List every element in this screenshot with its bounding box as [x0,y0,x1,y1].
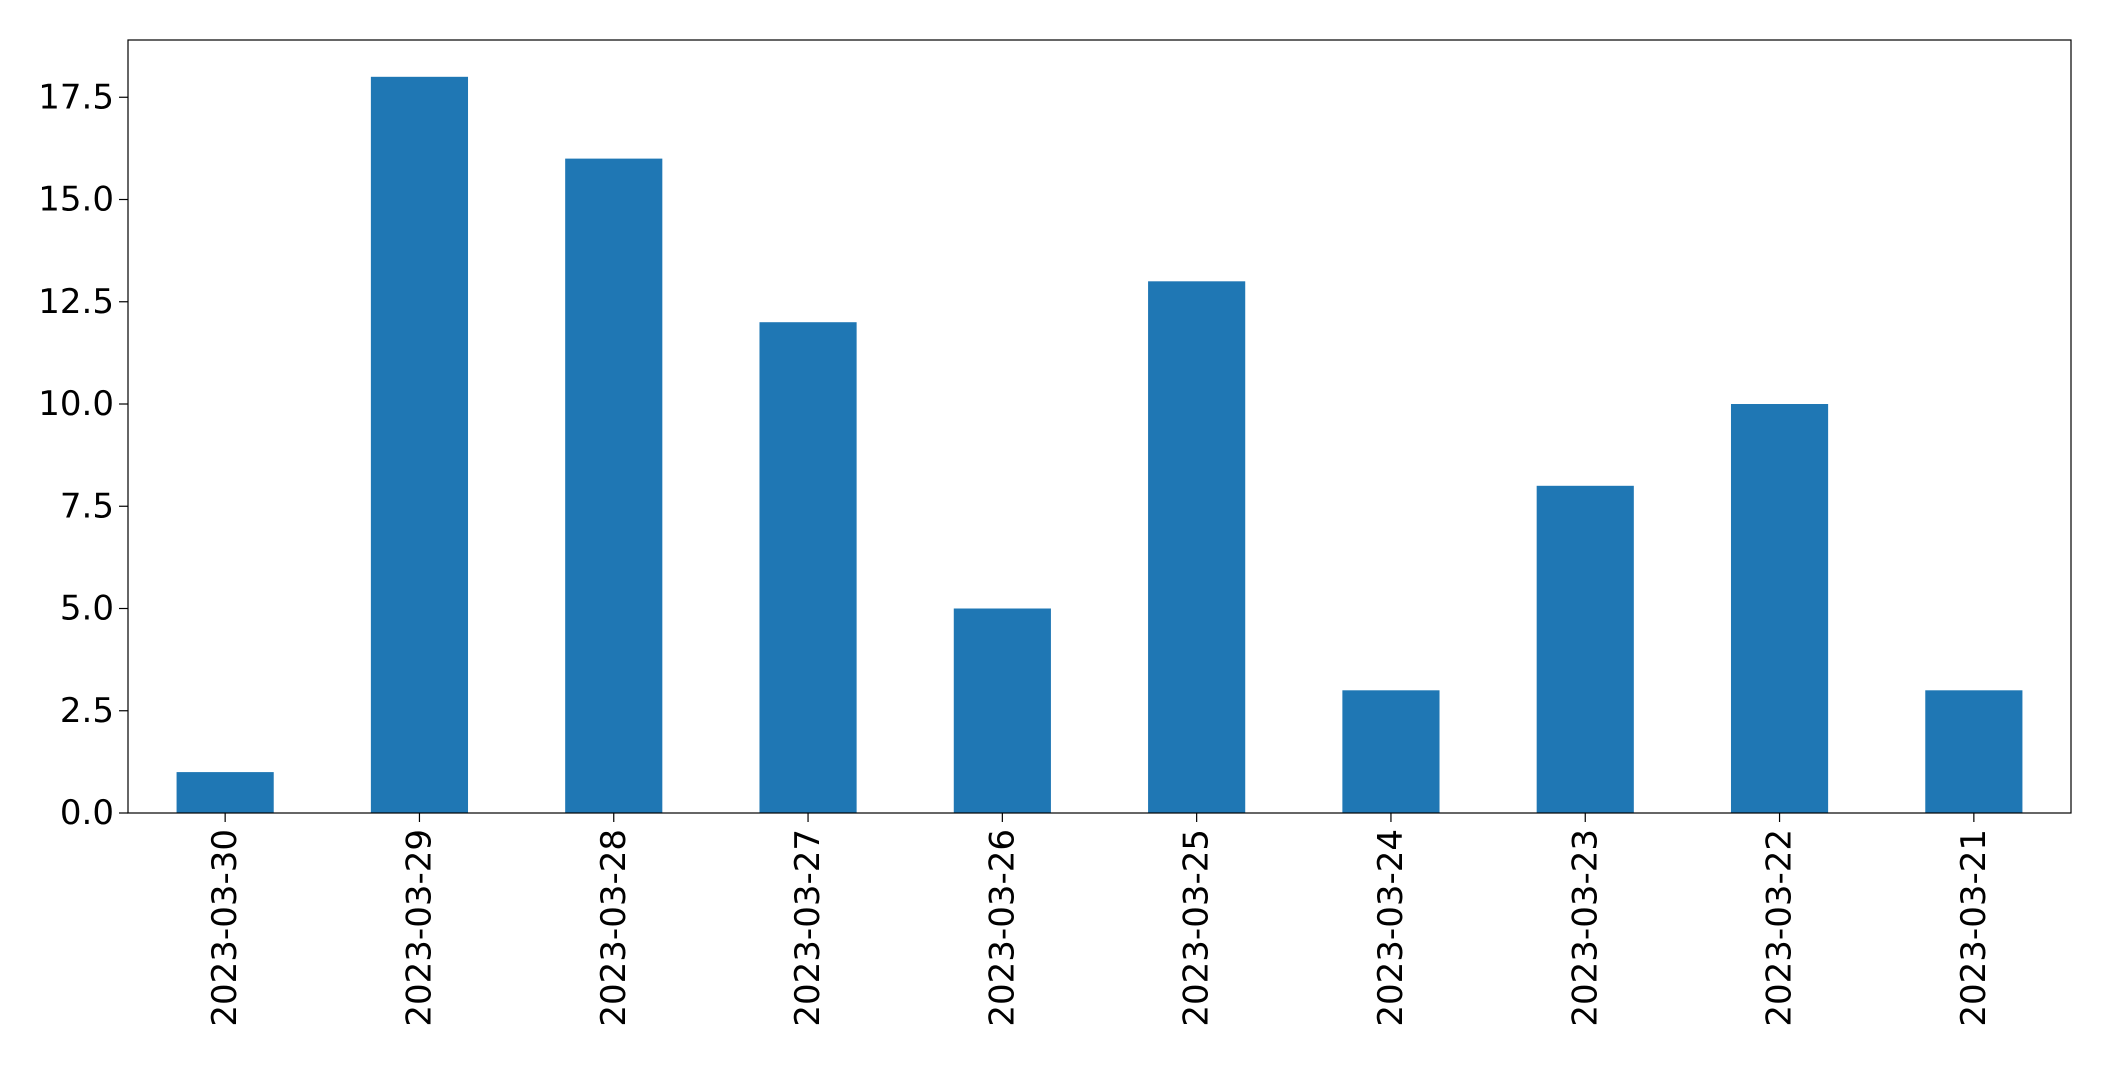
x-axis: 2023-03-30 2023-03-29 2023-03-28 2023-03-27… [205,813,1994,1027]
x-tick-label: 2023-03-29 [399,829,439,1027]
bar-2023-03-22 [1730,404,1829,813]
x-tick-label: 2023-03-23 [1565,829,1605,1027]
x-tick-label: 2023-03-26 [982,829,1022,1027]
bar-2023-03-21 [1925,690,2023,813]
bar-2023-03-29 [370,76,469,814]
y-tick-label: 5.0 [60,589,114,629]
bars-layer [176,76,2023,814]
y-tick-label: 12.5 [38,282,114,322]
bar-2023-03-23 [1536,485,1634,813]
x-tick-label: 2023-03-30 [205,829,245,1027]
plot-frame [127,39,2072,814]
y-tick-label: 0.0 [60,793,114,833]
y-tick-label: 10.0 [38,384,114,424]
x-tick-label: 2023-03-22 [1760,829,1800,1027]
x-tick-label: 2023-03-28 [594,829,634,1027]
x-tick-label: 2023-03-21 [1954,829,1994,1027]
x-tick-label: 2023-03-24 [1371,829,1411,1027]
y-tick-label: 7.5 [60,486,114,526]
bar-2023-03-24 [1342,690,1440,813]
bar-2023-03-27 [759,322,857,813]
bar-2023-03-28 [565,158,663,813]
y-axis: 0.0 2.5 5.0 7.5 10.0 12.5 15.0 17.5 [38,77,128,833]
y-tick-label: 17.5 [38,77,114,117]
bar-2023-03-30 [176,772,274,813]
bar-2023-03-25 [1148,281,1246,813]
x-tick-label: 2023-03-25 [1177,829,1217,1027]
bar-2023-03-26 [953,608,1051,813]
y-tick-label: 2.5 [60,691,114,731]
x-tick-label: 2023-03-27 [788,829,828,1027]
y-tick-label: 15.0 [38,180,114,220]
